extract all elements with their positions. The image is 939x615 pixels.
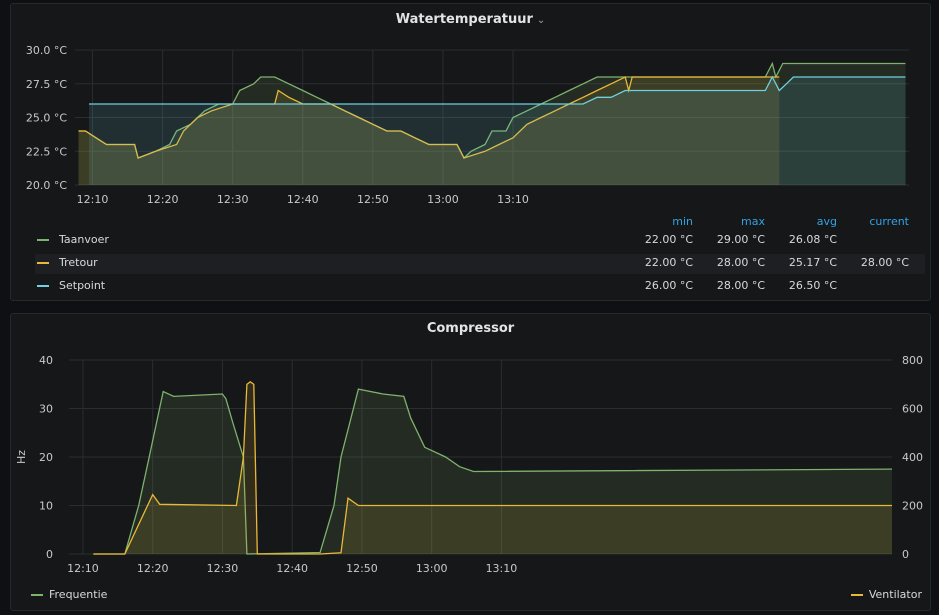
value-avg: 26.08 °C	[788, 233, 837, 246]
water-temperature-panel: Watertemperatuur ⌄ 20.0 °C 22.5 °C 25.0 °C 2…	[10, 3, 931, 301]
value-min: 26.00 °C	[644, 279, 693, 292]
x-tick-label: 12:30	[217, 193, 249, 206]
series-name[interactable]: Ventilator	[868, 588, 922, 601]
compressor-panel: Compressor 0 0 10 200 20 400 30 600 40 800 12:10 12…	[10, 313, 931, 611]
x-tick-label: 13:00	[427, 193, 459, 206]
legend-item-ventilator[interactable]: Ventilator	[850, 588, 922, 601]
y-right-tick-label: 400	[902, 451, 923, 464]
value-max: 28.00 °C	[716, 256, 765, 269]
series-name[interactable]: Tretour	[59, 256, 98, 269]
y-tick-label: 22.5 °C	[26, 145, 67, 158]
legend-row-setpoint[interactable]: Setpoint 26.00 °C 28.00 °C 26.50 °C	[35, 277, 925, 297]
y-tick-label: 30.0 °C	[26, 44, 67, 57]
series-swatch[interactable]	[37, 239, 49, 241]
y-left-tick-label: 40	[39, 354, 53, 367]
series-line-tretour	[78, 76, 780, 159]
series-name[interactable]: Frequentie	[49, 588, 108, 601]
chevron-down-icon[interactable]: ⌄	[536, 15, 546, 26]
panel-title[interactable]: Compressor	[426, 321, 515, 336]
x-tick-label: 12:20	[137, 562, 169, 575]
series-name[interactable]: Taanvoer	[59, 233, 109, 246]
legend-header-max[interactable]: max	[741, 215, 765, 228]
x-tick-label: 13:10	[497, 193, 529, 206]
x-tick-label: 12:10	[67, 562, 99, 575]
y-tick-label: 27.5 °C	[26, 78, 67, 91]
series-swatch[interactable]	[37, 285, 49, 287]
x-tick-label: 12:10	[77, 193, 109, 206]
series-area-setpoint	[89, 77, 906, 185]
value-avg: 25.17 °C	[788, 256, 837, 269]
x-tick-label: 12:50	[346, 562, 378, 575]
value-min: 22.00 °C	[644, 233, 693, 246]
series-area-ventilator	[93, 381, 892, 554]
y-right-tick-label: 0	[902, 548, 909, 561]
legend-header-min[interactable]: min	[672, 215, 693, 228]
series-area-taanvoer	[78, 63, 906, 185]
x-tick-label: 12:50	[357, 193, 389, 206]
legend-header-current[interactable]: current	[869, 215, 909, 228]
y-tick-label: 25.0 °C	[26, 112, 67, 125]
series-line-ventilator	[93, 380, 892, 555]
y-right-tick-label: 800	[902, 354, 923, 367]
y-left-tick-label: 30	[39, 403, 53, 416]
compressor-chart: 0 0 10 200 20 400 30 600 40 800 12:10 12:20 12:30 12:…	[15, 354, 923, 575]
value-max: 28.00 °C	[716, 279, 765, 292]
legend-item-frequentie[interactable]: Frequentie	[31, 588, 107, 601]
value-avg: 26.50 °C	[788, 279, 837, 292]
x-tick-label: 12:30	[207, 562, 239, 575]
series-swatch[interactable]	[37, 262, 49, 264]
y-left-tick-label: 20	[39, 451, 53, 464]
y-axis-label: Hz	[15, 450, 28, 464]
legend-header-avg[interactable]: avg	[816, 215, 837, 228]
series-line-frequentie	[93, 388, 893, 555]
series-name[interactable]: Setpoint	[59, 279, 106, 292]
x-tick-label: 12:20	[147, 193, 179, 206]
x-tick-label: 12:40	[276, 562, 308, 575]
value-min: 22.00 °C	[644, 256, 693, 269]
y-right-tick-label: 600	[902, 403, 923, 416]
value-max: 29.00 °C	[716, 233, 765, 246]
x-tick-label: 12:40	[287, 193, 319, 206]
x-tick-label: 13:10	[486, 562, 518, 575]
y-left-tick-label: 10	[39, 500, 53, 513]
y-left-tick-label: 0	[46, 548, 53, 561]
panel-title[interactable]: Watertemperatuur ⌄	[395, 12, 546, 27]
legend-row-taanvoer[interactable]: Taanvoer 22.00 °C 29.00 °C 26.08 °C	[35, 231, 925, 251]
water-temperature-chart: 20.0 °C 22.5 °C 25.0 °C 27.5 °C 30.0 °C 12:10…	[26, 44, 909, 206]
value-current: 28.00 °C	[860, 256, 909, 269]
x-tick-label: 13:00	[416, 562, 448, 575]
legend-row-tretour[interactable]: Tretour 22.00 °C 28.00 °C 25.17 °C 28.00…	[35, 254, 925, 274]
y-tick-label: 20.0 °C	[26, 179, 67, 192]
series-line-setpoint	[89, 75, 906, 105]
series-swatch[interactable]	[31, 594, 43, 596]
y-right-tick-label: 200	[902, 500, 923, 513]
series-swatch[interactable]	[850, 594, 863, 596]
